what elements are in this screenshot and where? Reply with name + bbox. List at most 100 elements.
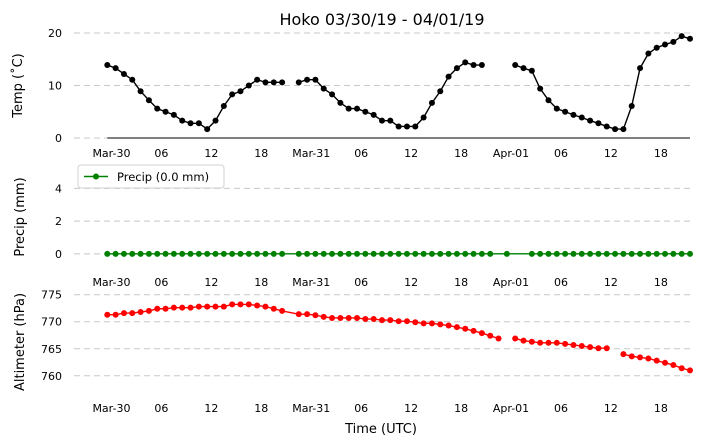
temp-data-point <box>204 126 211 133</box>
altimeter-data-point <box>112 311 119 318</box>
x-tick-label: 12 <box>204 402 218 415</box>
temp-data-point <box>678 33 685 40</box>
temp-data-point <box>562 108 569 115</box>
altimeter-data-point <box>254 302 261 309</box>
precip-data-point <box>370 250 377 257</box>
precip-data-point <box>220 250 227 257</box>
y-tick-label: 4 <box>55 182 62 195</box>
altimeter-data-point <box>637 354 644 361</box>
precip-data-point <box>645 250 652 257</box>
x-tick-label: 06 <box>354 402 368 415</box>
precip-data-point <box>528 250 535 257</box>
altimeter-data-point <box>687 367 693 374</box>
altimeter-data-point <box>578 343 585 350</box>
precip-data-point <box>678 250 685 257</box>
altimeter-data-point <box>653 357 660 364</box>
altimeter-data-point <box>320 313 327 320</box>
y-tick-label: 770 <box>41 316 62 329</box>
precip-data-point <box>229 250 236 257</box>
x-tick-label: Mar-30 <box>92 402 130 415</box>
temp-data-point <box>403 123 410 130</box>
temp-data-point <box>653 44 660 51</box>
temp-data-point <box>512 62 519 69</box>
precip-data-point <box>687 250 693 257</box>
temp-data-point <box>379 117 385 124</box>
precip-data-point <box>212 250 219 257</box>
x-tick-label: 06 <box>154 147 168 160</box>
temp-data-point <box>612 126 619 133</box>
altimeter-data-point <box>545 339 552 346</box>
temp-data-point <box>179 117 186 124</box>
altimeter-data-point <box>154 305 161 312</box>
x-tick-label: Mar-31 <box>292 402 330 415</box>
precip-data-point <box>653 250 660 257</box>
altimeter-data-point <box>187 304 194 311</box>
x-tick-label: 06 <box>554 276 568 289</box>
y-tick-label: 765 <box>41 343 62 356</box>
precip-data-point <box>462 250 469 257</box>
temp-data-point <box>120 70 127 77</box>
precip-data-point <box>262 250 269 257</box>
temp-data-point <box>354 105 361 112</box>
x-tick-label: 18 <box>654 276 668 289</box>
altimeter-data-point <box>379 317 385 324</box>
x-tick-label: 12 <box>604 276 618 289</box>
altimeter-data-point <box>587 344 594 351</box>
altimeter-data-point <box>162 305 169 312</box>
altimeter-data-point <box>212 303 219 310</box>
altimeter-data-point <box>562 340 569 347</box>
temp-data-point <box>104 62 111 69</box>
precip-data-point <box>595 250 602 257</box>
altimeter-data-point <box>603 345 610 352</box>
temp-data-point <box>145 97 152 104</box>
temp-data-point <box>270 79 277 86</box>
temp-data-point <box>412 123 419 130</box>
temp-data-point <box>553 105 560 112</box>
x-tick-label: 18 <box>654 402 668 415</box>
altimeter-data-point <box>420 320 427 327</box>
precip-data-point <box>312 250 319 257</box>
precip-data-point <box>254 250 261 257</box>
temp-data-point <box>637 65 644 72</box>
temp-data-point <box>162 108 169 115</box>
precip-data-point <box>162 250 169 257</box>
y-tick-label: 2 <box>55 215 62 228</box>
altimeter-data-point <box>170 304 177 311</box>
precipitation-panel: 0 2 4 Precip (mm) Mar-30 06 12 18 Mar-31 06 12 18 Ap… <box>13 164 693 289</box>
legend-label: Precip (0.0 mm) <box>117 170 209 184</box>
precip-data-point <box>670 250 677 257</box>
precip-data-point <box>337 250 344 257</box>
temp-series-line <box>107 35 691 130</box>
x-tick-label: Mar-31 <box>292 276 330 289</box>
precip-data-point <box>562 250 569 257</box>
precip-data-point <box>412 250 419 257</box>
altimeter-data-point <box>520 337 527 344</box>
x-tick-label: 06 <box>554 402 568 415</box>
temp-data-point <box>478 62 485 69</box>
precip-data-point <box>603 250 610 257</box>
altimeter-data-point <box>437 321 444 328</box>
precip-data-point <box>395 250 402 257</box>
y-axis-label: Altimeter (hPa) <box>13 293 28 391</box>
precip-data-point <box>137 250 144 257</box>
precip-data-point <box>628 250 635 257</box>
altimeter-data-point <box>628 353 635 360</box>
temp-data-point <box>112 65 119 72</box>
temp-data-point <box>237 88 244 95</box>
temp-data-point <box>687 35 693 42</box>
temp-data-point <box>387 117 394 124</box>
y-tick-label: 0 <box>55 132 62 145</box>
altimeter-data-point <box>195 303 202 310</box>
precip-data-point <box>379 250 385 257</box>
precip-data-point <box>537 250 544 257</box>
altimeter-data-point <box>395 318 402 325</box>
x-tick-label: 12 <box>204 147 218 160</box>
y-tick-label: 760 <box>41 370 62 383</box>
temp-data-point <box>670 38 677 45</box>
temp-data-point <box>545 97 552 104</box>
precip-data-point <box>104 250 111 257</box>
temp-data-point <box>312 76 319 83</box>
altimeter-data-point <box>237 301 244 308</box>
temp-data-point <box>370 111 377 118</box>
